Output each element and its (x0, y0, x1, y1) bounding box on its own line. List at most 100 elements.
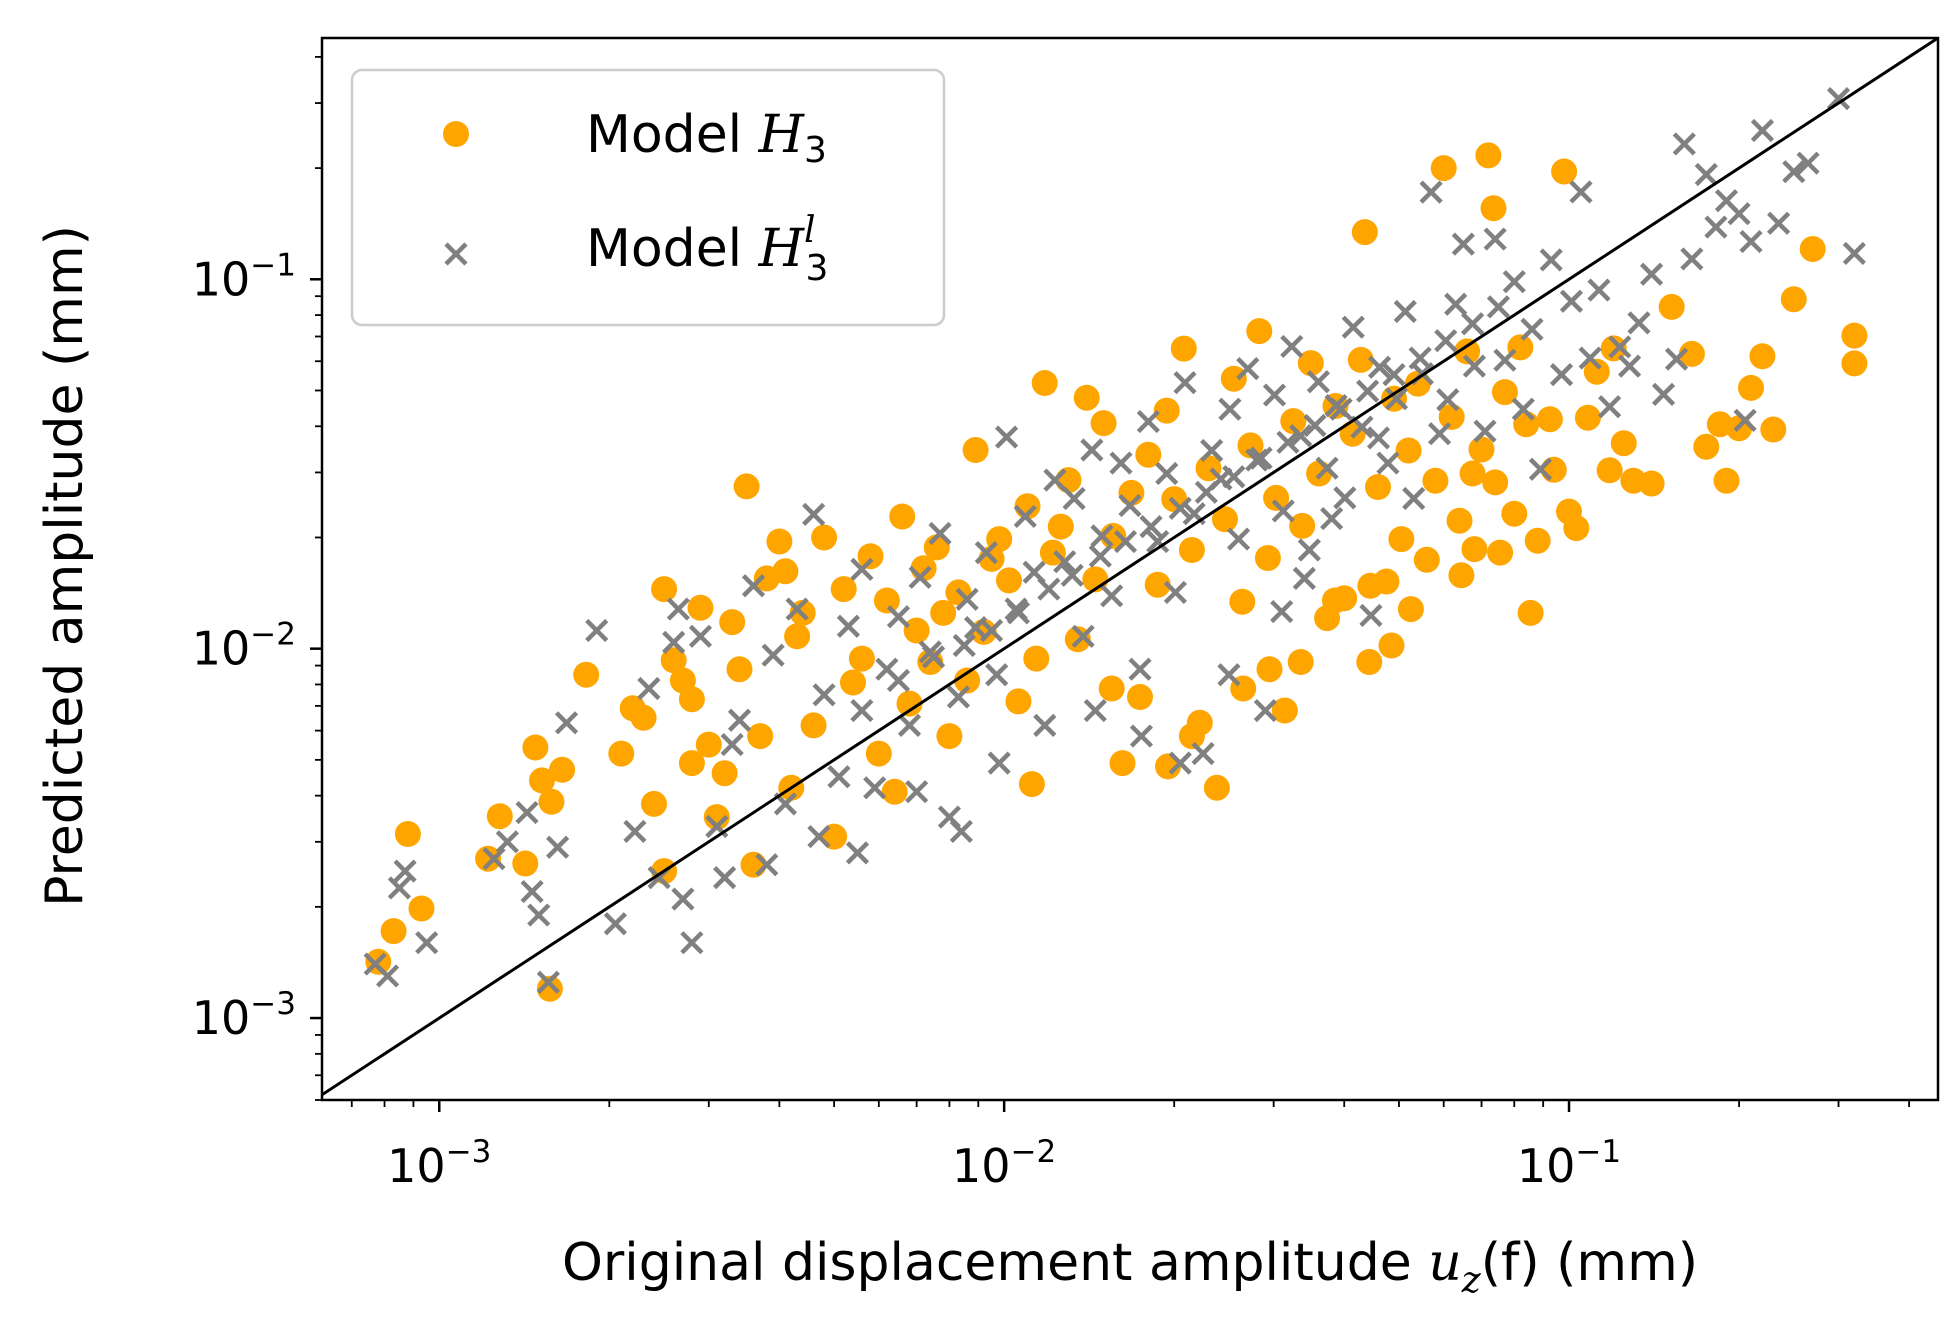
h3-point-133 (1600, 335, 1627, 362)
h3l-point-5 (482, 847, 506, 871)
h3l-point-8 (520, 879, 544, 904)
h3-point-47 (881, 778, 908, 805)
h3l-point-163 (1222, 465, 1246, 489)
h3-point-139 (1693, 433, 1720, 460)
h3-point-23 (687, 594, 714, 621)
h3l-point-57 (1090, 524, 1114, 548)
h3-point-30 (740, 851, 767, 878)
h3l-point-158 (1088, 544, 1112, 568)
h3l-point-126 (1733, 408, 1757, 432)
h3l-point-121 (1680, 247, 1704, 271)
h3l-point-101 (1483, 227, 1507, 251)
h3l-point-40 (928, 521, 952, 546)
h3-point-108 (1388, 526, 1415, 553)
h3l-point-65 (1163, 580, 1188, 605)
h3-point-114 (1438, 403, 1465, 430)
h3l-point-11 (546, 835, 570, 859)
h3l-point-38 (908, 565, 932, 589)
h3-point-144 (1749, 343, 1776, 370)
h3-point-13 (608, 740, 635, 767)
h3l-point-2 (387, 876, 411, 900)
h3-point-31 (747, 723, 774, 750)
h3l-point-142 (987, 751, 1011, 775)
h3l-point-122 (1694, 162, 1718, 187)
h3-point-8 (529, 767, 555, 794)
h3-point-161 (1448, 562, 1475, 589)
h3l-point-30 (812, 683, 836, 707)
h3l-point-155 (1006, 601, 1031, 625)
reference-line (322, 38, 1938, 1097)
h3l-point-95 (1427, 422, 1452, 446)
h3l-point-82 (1315, 456, 1339, 480)
h3l-point-128 (1750, 118, 1775, 143)
y-axis-label: Predicted amplitude (mm) (35, 225, 95, 907)
h3-point-26 (711, 760, 738, 787)
h3-point-93 (1263, 484, 1290, 511)
h3-point-159 (1397, 596, 1424, 623)
h3l-point-78 (1280, 334, 1304, 359)
y-tick-label: 10−3 (192, 986, 296, 1045)
h3l-point-166 (1303, 413, 1327, 438)
h3l-point-34 (863, 776, 887, 800)
x-tick-label: 10−3 (387, 1134, 491, 1193)
h3-point-119 (1475, 142, 1502, 169)
h3l-point-129 (1767, 211, 1791, 235)
h3-point-33 (766, 528, 793, 555)
h3l-point-118 (1651, 382, 1676, 406)
h3-point-116 (1454, 338, 1481, 365)
h3l-point-120 (1672, 132, 1696, 156)
x-tick-label: 10−2 (952, 1134, 1056, 1193)
h3l-point-45 (974, 541, 998, 565)
h3-point-16 (641, 790, 667, 817)
h3l-point-76 (1262, 383, 1287, 407)
h3l-point-141 (1083, 698, 1107, 723)
h3-point-104 (1356, 649, 1383, 675)
h3l-point-69 (1200, 438, 1224, 463)
h3-point-143 (1738, 374, 1764, 401)
x-axis-label: Original displacement amplitude uz(f) (m… (562, 1233, 1698, 1301)
h3l-point-12 (554, 711, 579, 735)
h3l-point-116 (1627, 311, 1651, 335)
h3-point-25 (703, 804, 730, 831)
h3-point-63 (1005, 688, 1032, 715)
legend-box (350, 68, 946, 327)
h3-point-117 (1461, 536, 1488, 563)
h3l-point-61 (1128, 657, 1152, 681)
h3l-point-9 (527, 903, 551, 927)
h3l-point-60 (1118, 493, 1142, 518)
h3-point-18 (651, 576, 678, 603)
h3l-point-56 (1080, 438, 1104, 462)
h3l-point-108 (1549, 363, 1574, 387)
h3-point-112 (1422, 467, 1449, 494)
h3l-point-148 (713, 866, 737, 890)
h3-point-41 (830, 576, 857, 603)
h3-point-27 (719, 609, 746, 636)
h3l-point-54 (1062, 486, 1086, 511)
h3-point-1 (380, 918, 407, 945)
h3l-point-91 (1393, 299, 1417, 324)
h3l-point-59 (1109, 451, 1133, 475)
h3l-point-114 (1608, 335, 1632, 359)
h3l-point-28 (785, 597, 809, 621)
h3-point-166 (1480, 195, 1507, 222)
h3-point-165 (1536, 406, 1563, 433)
h3l-point-119 (1664, 347, 1689, 371)
h3-point-136 (1638, 470, 1665, 497)
h3l-point-145 (845, 841, 870, 865)
h3-point-77 (1127, 684, 1153, 710)
h3l-point-110 (1569, 180, 1593, 204)
series-model-h3-l (363, 87, 1866, 994)
h3l-point-33 (850, 557, 874, 581)
h3-point-150 (1018, 771, 1045, 798)
h3l-point-111 (1578, 346, 1602, 370)
h3l-point-66 (1173, 371, 1197, 395)
h3l-point-20 (680, 931, 704, 955)
h3-point-22 (678, 750, 705, 777)
h3-point-151 (1098, 675, 1125, 702)
h3l-point-49 (1013, 504, 1037, 529)
h3-point-162 (1459, 460, 1486, 487)
h3l-point-144 (905, 780, 929, 804)
h3l-point-131 (1796, 151, 1820, 175)
h3l-point-165 (1276, 430, 1300, 454)
h3l-point-29 (802, 502, 826, 526)
